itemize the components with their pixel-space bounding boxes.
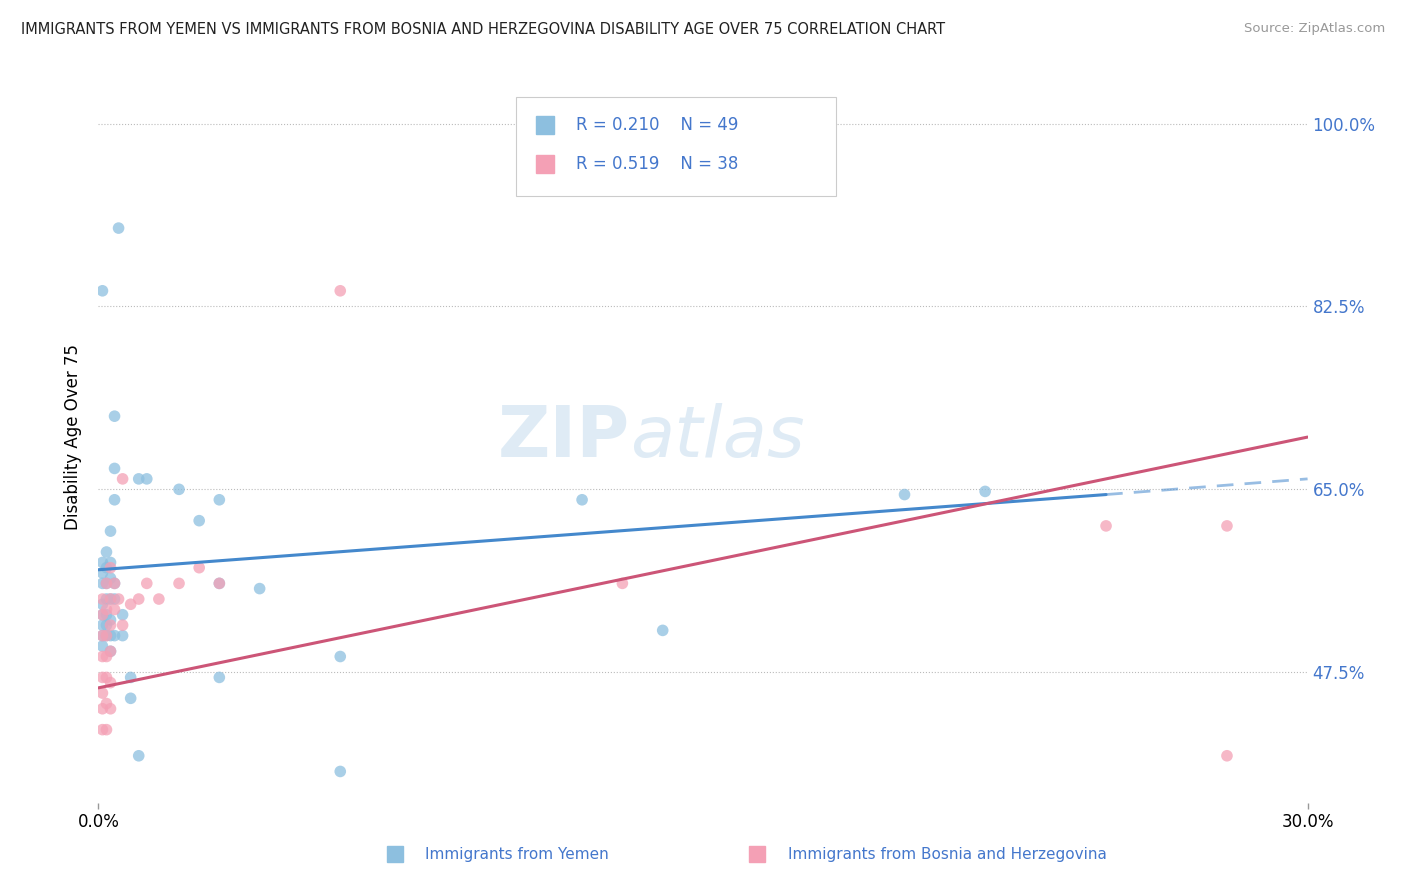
Point [148,592,170,607]
Y-axis label: Disability Age Over 75: Disability Age Over 75 [65,344,83,530]
Point [96,697,118,711]
Point [91,639,114,653]
Point [612,576,634,591]
Point [111,629,134,643]
Point [100,644,122,658]
Point [96,618,118,632]
Point [103,592,125,607]
Point [100,524,122,538]
Point [103,492,125,507]
FancyBboxPatch shape [516,97,837,195]
Point [91,629,114,643]
Point [329,649,352,664]
Point [329,764,352,779]
Point [208,576,231,591]
Point [120,691,142,706]
Point [96,576,118,591]
Point [96,723,118,737]
Point [91,556,114,570]
Point [329,284,352,298]
Text: ZIP: ZIP [498,402,630,472]
Point [96,602,118,616]
Point [1216,519,1239,533]
Point [91,618,114,632]
Point [96,629,118,643]
Point [188,560,211,574]
Point [249,582,271,596]
Point [107,221,129,235]
Point [103,461,125,475]
Point [1216,748,1239,763]
Point [96,576,118,591]
Point [91,607,114,622]
Point [100,592,122,607]
Point [96,649,118,664]
Point [91,597,114,611]
Point [100,629,122,643]
Point [167,576,190,591]
Point [120,670,142,684]
Point [111,618,134,632]
Point [128,472,150,486]
Text: R = 0.210    N = 49: R = 0.210 N = 49 [576,116,738,134]
Point [100,618,122,632]
Point [651,624,673,638]
Point [128,592,150,607]
Point [96,560,118,574]
Point [100,560,122,574]
Point [100,613,122,627]
Point [103,576,125,591]
Point [893,487,915,501]
Point [208,576,231,591]
Point [96,670,118,684]
Point [188,514,211,528]
Point [100,702,122,716]
Point [91,592,114,607]
Point [128,748,150,763]
Point [208,492,231,507]
Point [91,723,114,737]
Point [111,607,134,622]
Point [100,675,122,690]
Point [91,284,114,298]
Point [91,576,114,591]
Point [91,686,114,700]
Point [103,409,125,424]
Text: atlas: atlas [630,402,806,472]
Point [100,556,122,570]
Point [96,545,118,559]
Text: IMMIGRANTS FROM YEMEN VS IMMIGRANTS FROM BOSNIA AND HERZEGOVINA DISABILITY AGE O: IMMIGRANTS FROM YEMEN VS IMMIGRANTS FROM… [21,22,945,37]
Point [91,629,114,643]
Point [120,597,142,611]
Point [91,670,114,684]
Point [100,644,122,658]
Point [571,492,593,507]
Point [100,571,122,585]
Point [91,702,114,716]
Point [96,592,118,607]
Text: Source: ZipAtlas.com: Source: ZipAtlas.com [1244,22,1385,36]
Point [1095,519,1118,533]
Point [111,472,134,486]
Text: Immigrants from Yemen: Immigrants from Yemen [425,847,609,862]
Point [91,566,114,580]
Text: R = 0.519    N = 38: R = 0.519 N = 38 [576,155,738,173]
Point [91,649,114,664]
Point [100,592,122,607]
Point [103,576,125,591]
Point [167,483,190,497]
Point [96,607,118,622]
Point [103,629,125,643]
Point [103,602,125,616]
Point [91,607,114,622]
Point [974,484,997,499]
Point [107,592,129,607]
Point [96,629,118,643]
Text: Immigrants from Bosnia and Herzegovina: Immigrants from Bosnia and Herzegovina [787,847,1107,862]
Point [135,472,157,486]
Point [135,576,157,591]
Point [208,670,231,684]
